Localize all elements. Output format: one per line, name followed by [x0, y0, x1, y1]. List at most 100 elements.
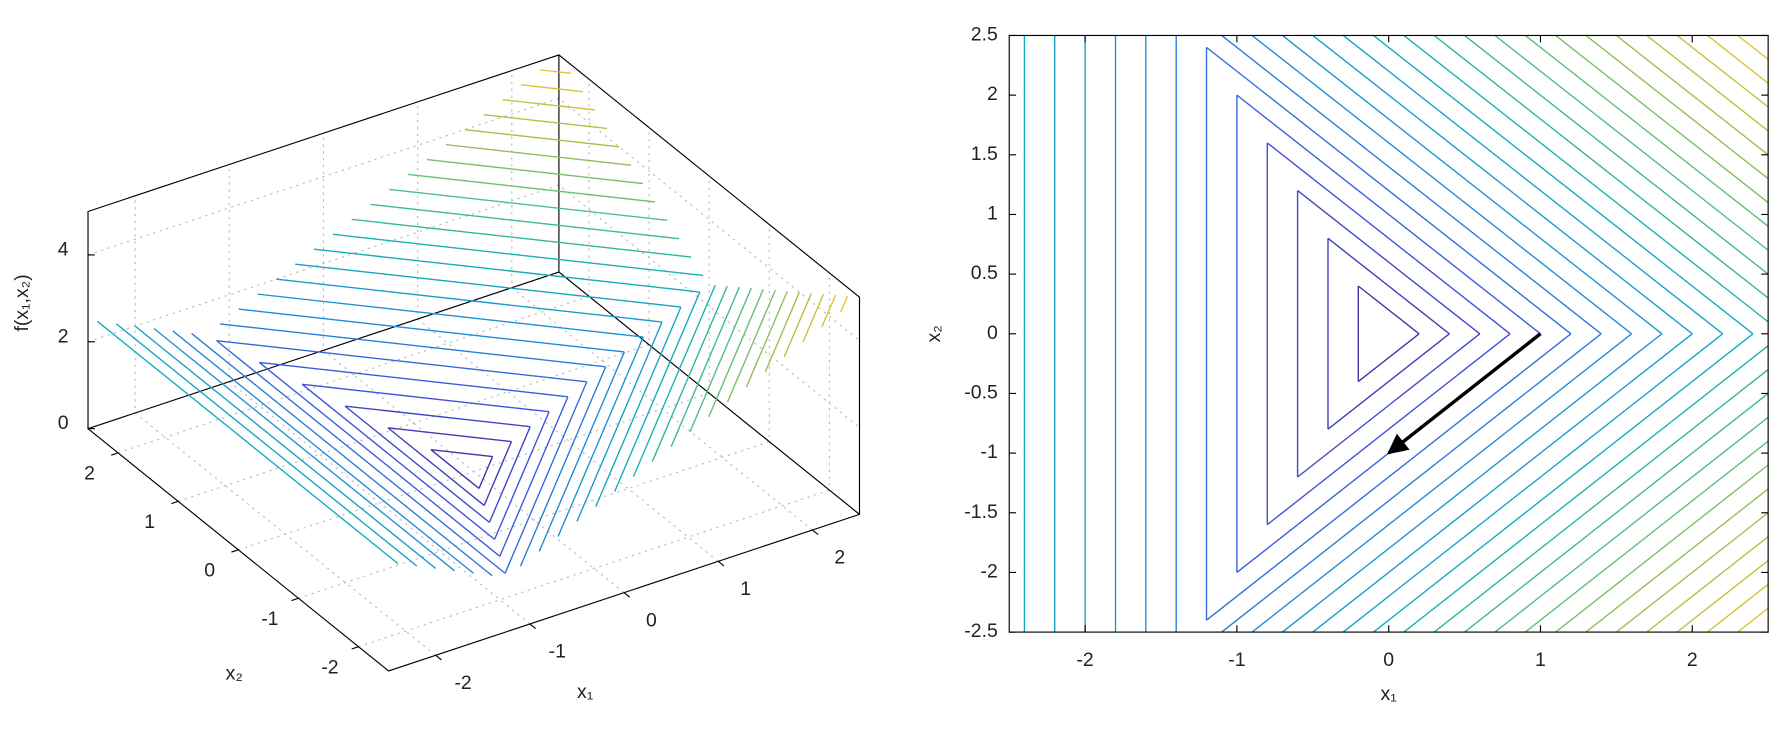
contour-line — [387, 427, 513, 506]
x-tick-label: 2 — [1687, 649, 1698, 671]
z-tick-label: 0 — [58, 412, 69, 434]
grid-line — [87, 97, 860, 342]
tick — [529, 623, 536, 629]
y-tick-label: 0 — [987, 322, 998, 344]
contour-line — [426, 158, 777, 403]
tick — [812, 529, 819, 536]
contour-line — [1296, 190, 1481, 478]
tick — [623, 592, 631, 598]
y-tick-label: -2 — [321, 657, 338, 679]
contour-line — [483, 113, 813, 358]
contour-line — [344, 405, 531, 523]
contour-line — [1494, 34, 1769, 633]
y-tick-label: -1.5 — [964, 501, 997, 523]
grid-line — [358, 272, 831, 648]
contour-line — [301, 383, 550, 540]
contour-line — [389, 188, 752, 433]
contour-line — [216, 339, 588, 574]
contour-line — [1357, 285, 1420, 383]
contour-line — [1023, 34, 1754, 633]
contour-line — [153, 293, 644, 572]
contour-line — [1403, 34, 1769, 633]
y-tick-label: -0.5 — [964, 382, 997, 404]
y-tick-label: 0.5 — [971, 262, 998, 284]
contour-line — [1054, 34, 1724, 633]
contour-line — [1646, 34, 1769, 633]
grid-line — [178, 127, 650, 502]
y-tick-label: -1 — [261, 608, 278, 630]
contour-line — [1433, 34, 1769, 633]
tick — [111, 452, 119, 456]
contour-line — [464, 128, 801, 373]
contour-line — [1327, 237, 1450, 430]
contour-line — [351, 218, 728, 462]
contour-line — [1676, 34, 1769, 633]
contour-plot: -2 -1 0 1 2 -2.5 -2 -1.5 -1 -0.5 0 0.5 1 1.5 2 2.5 x₁ x₂ — [923, 24, 1769, 705]
tick — [231, 549, 239, 553]
plot-frame — [1008, 34, 1769, 633]
grid-line — [228, 164, 531, 625]
x-tick-label: 0 — [1383, 649, 1394, 671]
y-tick-label: -2 — [981, 561, 998, 583]
y-tick-label: 2.5 — [971, 24, 998, 46]
x-tick-label: 1 — [1535, 649, 1546, 671]
grid-line — [87, 271, 860, 515]
y-tick-label: 0 — [204, 560, 215, 582]
x-tick-label: -2 — [1076, 649, 1093, 671]
x-tick-label: 2 — [834, 547, 845, 569]
tick — [435, 654, 442, 661]
grid-line — [417, 101, 719, 562]
contour-line — [539, 69, 849, 313]
x-tick-label: -2 — [454, 672, 471, 694]
surface-plot: -2 -1 0 1 2 -2 -1 0 1 2 0 2 4 x₁ x₂ f(x₁,x₂) — [11, 54, 861, 703]
contour-line — [1615, 34, 1769, 633]
tick — [171, 500, 179, 505]
x-tick-label: 0 — [646, 609, 657, 631]
contour-line — [1737, 34, 1769, 633]
contour-line — [332, 233, 716, 477]
grid-line — [322, 133, 625, 594]
contour-line — [445, 143, 789, 388]
contour-line — [258, 361, 569, 557]
y-tick-label: 1 — [144, 511, 155, 533]
contour-line — [1145, 34, 1632, 633]
x-tick-label: 1 — [740, 578, 751, 600]
grid-line — [134, 195, 437, 656]
x-tick-label: -1 — [1228, 649, 1245, 671]
contour-line — [1707, 34, 1769, 633]
x-axis-label: x₁ — [1381, 683, 1398, 705]
contour-line — [408, 173, 764, 418]
contour-line — [1084, 34, 1693, 633]
contour-line — [1555, 34, 1769, 633]
contour-line — [134, 278, 663, 569]
contour-line — [370, 203, 740, 447]
contour-line — [1205, 46, 1572, 621]
contour-line — [1175, 34, 1602, 633]
contour-line — [430, 448, 494, 489]
contour-line — [115, 263, 682, 567]
contour-line — [1585, 34, 1769, 633]
x-tick-label: -1 — [549, 641, 566, 663]
tick — [717, 560, 725, 567]
grid-line — [87, 184, 860, 428]
x-axis-label: x₁ — [577, 681, 594, 703]
z-tick-label: 2 — [58, 325, 69, 347]
contour-line — [1114, 34, 1663, 633]
y-axis-label: x₂ — [226, 663, 243, 685]
arrow — [1387, 332, 1542, 455]
contour-line — [1524, 34, 1769, 633]
y-tick-label: -2.5 — [964, 620, 997, 642]
tick — [351, 646, 359, 650]
y-tick-label: 2 — [84, 463, 95, 485]
z-tick-label: 4 — [58, 238, 69, 260]
y-tick-label: 2 — [987, 83, 998, 105]
z-axis-label: f(x₁,x₂) — [11, 274, 33, 331]
y-tick-label: 1 — [987, 203, 998, 225]
contour-line — [1464, 34, 1769, 633]
contour-line — [1266, 142, 1511, 526]
contour-line — [191, 323, 607, 577]
y-tick-label: 1.5 — [971, 143, 998, 165]
contour-line — [502, 99, 825, 343]
grid-line — [238, 176, 710, 551]
